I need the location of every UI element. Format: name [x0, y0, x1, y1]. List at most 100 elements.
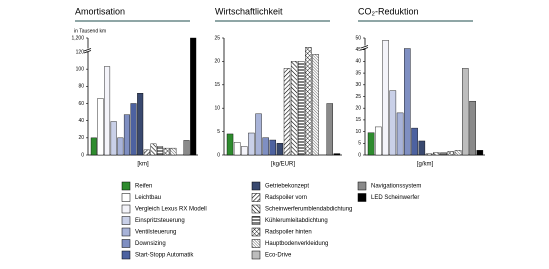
bar: [157, 146, 164, 156]
bar: [90, 137, 97, 156]
y-tick-label: 20: [78, 135, 84, 141]
axis-break: [360, 45, 369, 49]
bar: [163, 147, 170, 156]
bar: [110, 121, 117, 156]
bar: [183, 140, 190, 156]
bar: [440, 152, 447, 156]
y-tick-label: 80: [78, 84, 84, 90]
bar: [283, 68, 291, 156]
y-tick-label: 20: [355, 106, 361, 112]
bar: [130, 103, 137, 156]
bar: [454, 150, 462, 156]
y-tick-label: 0: [81, 152, 84, 158]
legend-label: Scheinwerferumblendabdichtung: [265, 207, 352, 213]
y-tick-label: 15: [214, 82, 220, 88]
legend-label: LED Scheinwerfer: [371, 195, 419, 201]
y-tick-label: 10: [214, 106, 220, 112]
bar: [248, 132, 255, 156]
y-tick-label: 30: [355, 82, 361, 88]
legend-swatch: [251, 227, 261, 237]
y-tick-label: 25: [355, 94, 361, 100]
legend-swatch: [121, 227, 131, 237]
y-tick-label: 0: [358, 152, 361, 158]
y-tick-label: 20: [214, 59, 220, 65]
bar: [404, 48, 411, 156]
legend-label: Kühlerumleitabdichtung: [265, 218, 328, 224]
legend-swatch: [121, 239, 131, 248]
legend-swatch: [251, 216, 261, 225]
y-tick-label: 0: [217, 152, 220, 158]
bar: [104, 66, 111, 156]
bar: [382, 40, 389, 156]
bar: [389, 90, 397, 156]
y-tick-label: 60: [78, 101, 84, 107]
bar: [367, 132, 375, 156]
y-tick-label: 50: [355, 35, 361, 41]
bar: [276, 143, 284, 156]
bar: [241, 146, 248, 156]
legend-label: Start-Stopp Automatik: [135, 253, 194, 259]
bar: [190, 37, 197, 156]
legend-label: Navigationssystem: [371, 184, 421, 190]
legend-label: Eco-Drive: [265, 253, 292, 259]
legend-label: Leichtbau: [135, 195, 161, 201]
x-axis-label: [kg/EUR]: [271, 162, 295, 168]
panel-title: CO₂-Reduktion: [358, 6, 419, 16]
y-tick-label: 40: [78, 118, 84, 124]
bar: [150, 143, 157, 156]
legend-label: Hauptbodenverkleidung: [265, 241, 328, 247]
y-tick-label: 120: [76, 49, 85, 55]
legend-swatch: [251, 250, 261, 260]
legend-swatch: [121, 204, 131, 214]
legend-swatch: [121, 250, 131, 260]
legend-swatch: [357, 181, 367, 191]
y-tick-label: 45: [355, 47, 361, 53]
bar: [433, 152, 440, 156]
legend-swatch: [251, 239, 261, 248]
legend-label: Radspoiler hinten: [265, 230, 312, 236]
bar: [226, 133, 234, 156]
y-tick-label: 100: [76, 66, 85, 72]
legend-label: Vergleich Lexus RX Modell: [135, 207, 207, 213]
y-tick-label: 35: [355, 70, 361, 76]
bar: [97, 98, 104, 156]
bar: [476, 150, 484, 156]
x-axis-label: [g/km]: [417, 162, 434, 168]
y-tick-label: 25: [214, 35, 220, 41]
y-tick-label: 5: [358, 141, 361, 147]
legend-swatch: [121, 193, 131, 202]
bar: [418, 140, 426, 156]
bar: [305, 47, 312, 156]
bar: [469, 100, 476, 156]
bar: [290, 61, 298, 156]
bar: [143, 149, 150, 156]
axis-break: [360, 47, 369, 51]
legend-swatch: [251, 193, 261, 202]
bar: [117, 137, 124, 156]
axis-break: [83, 48, 92, 52]
bar: [170, 147, 177, 156]
bar: [233, 142, 241, 156]
legend-label: Downsizing: [135, 241, 166, 247]
legend-swatch: [357, 193, 367, 202]
legend-label: Radspoiler vorn: [265, 195, 307, 201]
legend-swatch: [251, 181, 261, 191]
bar: [262, 137, 269, 156]
legend-label: Ventilsteuerung: [135, 230, 176, 236]
x-axis-label: [km]: [137, 162, 149, 168]
bar: [137, 92, 144, 156]
y-tick-label: 5: [217, 129, 220, 135]
bar: [425, 153, 433, 156]
y-tick-label: 1,200: [71, 35, 84, 41]
y-axis-label: in Tausend km: [74, 28, 106, 34]
bar: [255, 113, 262, 156]
bar: [312, 54, 319, 156]
bar: [462, 68, 469, 156]
legend-swatch: [121, 216, 131, 225]
bar: [333, 153, 341, 156]
panel-title: Amortisation: [75, 6, 125, 16]
bar: [396, 112, 404, 156]
axis-break-gap: [85, 48, 91, 52]
y-tick-label: 10: [355, 129, 361, 135]
